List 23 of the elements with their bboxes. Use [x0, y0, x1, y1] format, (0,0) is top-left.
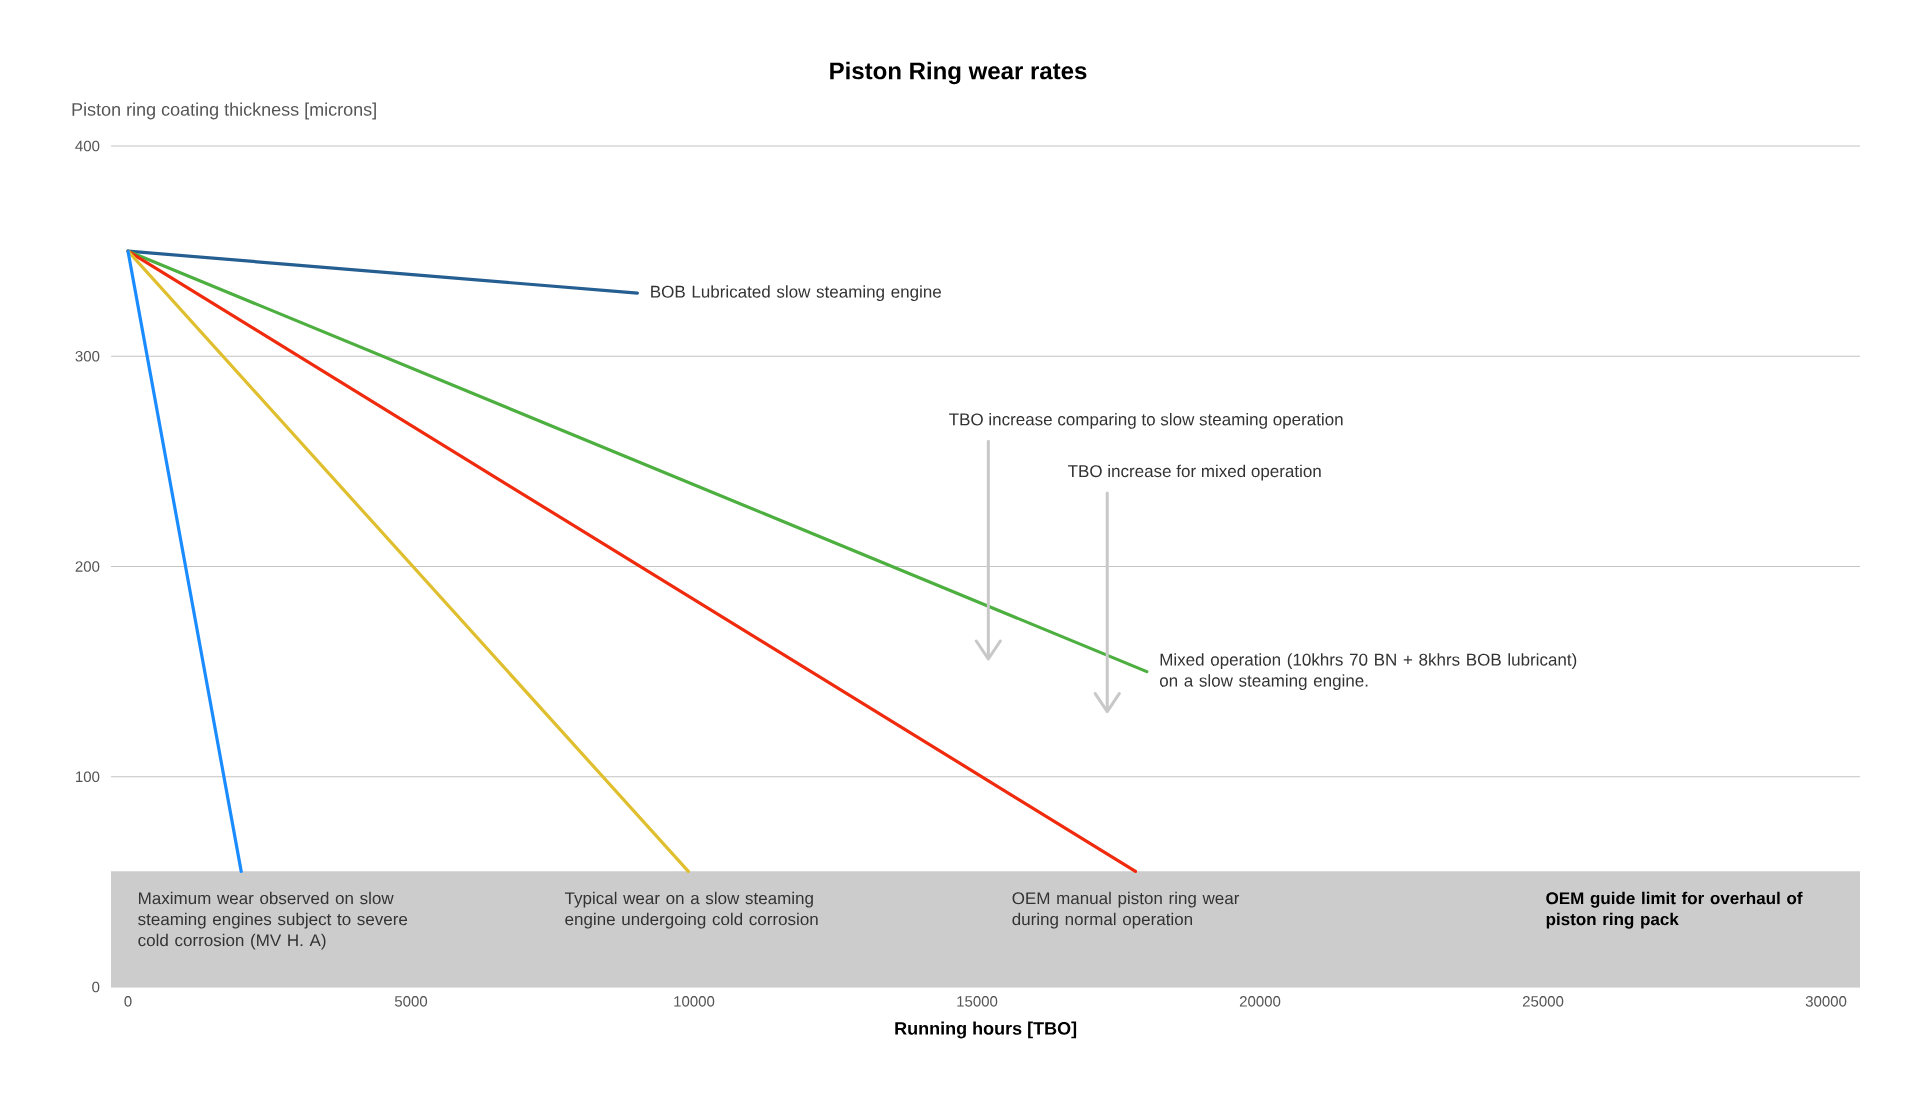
x-tick-label: 20000 [1239, 996, 1281, 1007]
series-label: BOB Lubricated slow steaming engine [651, 285, 941, 302]
x-tick-label: 25000 [1522, 996, 1564, 1007]
series-label: Mixed operation (10khrs 70 BN + 8khrs BOB lubricant) on a slow steaming engine. [1159, 653, 1577, 691]
x-tick-label: 5000 [394, 996, 428, 1007]
y-tick-label: 200 [75, 561, 100, 572]
text: Typical wear on a slow steaming engine undergoing cold corrosion [564, 891, 818, 929]
x-tick-label: 10000 [674, 996, 715, 1007]
annotation: TBO increase for mixed operation [1068, 464, 1321, 481]
text: OEM manual piston ring wear during normal operation [1012, 891, 1240, 929]
y-tick-label: 0 [92, 981, 100, 993]
y-axis-title: Piston ring coating thickness [microns] [72, 102, 376, 120]
x-tick-label: 15000 [957, 996, 998, 1007]
x-tick-label: 30000 [1805, 996, 1847, 1007]
x-axis-title: Running hours [TBO] [895, 1021, 1077, 1039]
annotation: TBO increase comparing to slow steaming operation [949, 412, 1343, 429]
band-label: OEM guide limit for overhaul of piston ring pack [1546, 891, 1803, 929]
text: Maximum wear observed on slow steaming engines subject to severe cold corrosion (MV H. A) [138, 891, 408, 950]
chart-title: Piston Ring wear rates [830, 61, 1087, 85]
y-tick-label: 300 [75, 350, 100, 362]
y-tick-label: 400 [75, 140, 100, 152]
y-tick-label: 100 [76, 771, 100, 783]
x-tick-label: 0 [124, 996, 132, 1007]
